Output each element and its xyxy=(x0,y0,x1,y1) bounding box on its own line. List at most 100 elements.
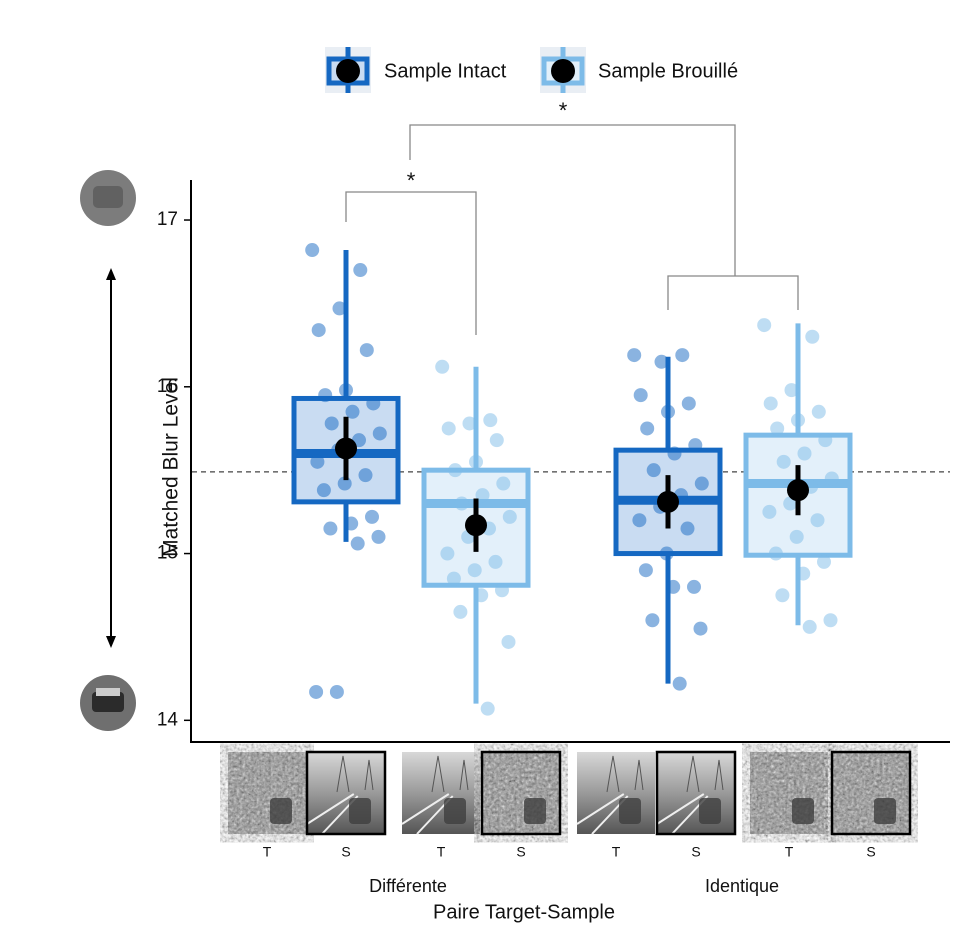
data-point xyxy=(687,579,701,594)
mean-point xyxy=(465,514,487,537)
data-point xyxy=(350,536,365,551)
thumbnail-car xyxy=(444,798,466,824)
data-point xyxy=(768,546,783,561)
data-point xyxy=(344,516,359,531)
data-point xyxy=(310,454,325,469)
data-point xyxy=(440,546,455,561)
thumbnail xyxy=(307,752,385,834)
data-point xyxy=(680,521,695,536)
data-point xyxy=(775,588,790,603)
data-point xyxy=(654,354,669,369)
thumbnail xyxy=(657,752,735,834)
data-point xyxy=(502,509,517,524)
data-point xyxy=(441,421,456,436)
thumbnail-pylon xyxy=(686,755,724,793)
data-point xyxy=(681,396,696,411)
data-point xyxy=(817,554,831,569)
x-tick-label: T xyxy=(785,844,794,860)
thumbnail xyxy=(577,752,655,834)
data-point xyxy=(824,471,839,486)
legend-swatch xyxy=(551,59,575,83)
data-point xyxy=(659,546,674,561)
data-point xyxy=(453,604,468,619)
y-tick-label: 14 xyxy=(157,709,179,730)
data-point xyxy=(365,509,379,524)
thumbnail-car xyxy=(524,798,546,824)
thumbnail-car xyxy=(270,798,292,824)
data-point xyxy=(305,243,320,258)
x-tick-label: S xyxy=(866,844,875,860)
data-point xyxy=(810,513,825,528)
data-point xyxy=(633,388,648,403)
x-tick-label: T xyxy=(612,844,621,860)
data-point xyxy=(688,438,703,453)
thumbnail-car xyxy=(619,798,641,824)
data-point xyxy=(359,343,374,358)
mean-point xyxy=(657,490,679,513)
blur-scale-icons xyxy=(80,170,136,731)
data-point xyxy=(462,416,477,431)
data-point xyxy=(770,421,785,436)
data-point xyxy=(784,383,799,398)
group-label: Différente xyxy=(369,876,447,896)
thumbnail-noise xyxy=(482,752,560,834)
data-point xyxy=(757,318,772,333)
thumbnail-frame xyxy=(830,750,912,836)
data-point xyxy=(353,263,368,278)
thumbnail-pylon xyxy=(431,755,469,793)
thumbnail-frame xyxy=(305,750,387,836)
data-point xyxy=(763,396,778,411)
plot-area xyxy=(192,243,950,716)
data-point xyxy=(316,483,331,498)
legend-label: Sample Brouillé xyxy=(598,60,738,82)
x-tick-label: S xyxy=(691,844,700,860)
data-point xyxy=(805,329,820,344)
data-point xyxy=(345,404,360,419)
data-point xyxy=(791,413,805,428)
data-point xyxy=(632,513,647,528)
data-point xyxy=(818,433,833,448)
data-point xyxy=(448,463,463,478)
thumbnail-noise xyxy=(228,752,306,834)
data-point xyxy=(646,463,661,478)
thumbnail-noise xyxy=(750,752,828,834)
data-point xyxy=(667,446,682,461)
data-point xyxy=(339,383,353,398)
y-tick-label: 17 xyxy=(157,209,178,230)
data-point xyxy=(309,684,324,699)
data-point xyxy=(318,388,333,403)
thumbnail-noise xyxy=(832,752,910,834)
thumbnail-pylon xyxy=(606,755,644,793)
data-point xyxy=(324,416,339,431)
thumbnail-car xyxy=(874,798,896,824)
data-point xyxy=(329,684,344,699)
x-tick-label: T xyxy=(437,844,446,860)
data-point xyxy=(469,454,483,469)
data-point xyxy=(776,454,791,469)
data-point xyxy=(693,621,708,636)
y-axis-label: Matched Blur Level xyxy=(160,377,183,557)
y-tick-label: 15 xyxy=(157,543,178,564)
data-point xyxy=(672,676,687,691)
thumbnail-frame xyxy=(480,750,562,836)
data-point xyxy=(366,396,381,411)
legend-label: Sample Intact xyxy=(384,60,507,82)
data-point xyxy=(823,613,838,628)
x-tick-label: S xyxy=(341,844,350,860)
data-point xyxy=(627,348,642,363)
thumbnail-pylon xyxy=(336,755,374,793)
legend: Sample Intact Sample Brouillé xyxy=(325,47,738,93)
data-point xyxy=(358,468,373,483)
data-point xyxy=(483,413,498,428)
data-point xyxy=(475,488,490,503)
data-point xyxy=(454,496,469,511)
data-point xyxy=(796,566,811,581)
data-point xyxy=(489,433,504,448)
thumbnail-frame xyxy=(655,750,737,836)
legend-swatch xyxy=(336,59,360,83)
data-point xyxy=(638,563,653,578)
data-point xyxy=(371,529,386,544)
data-point xyxy=(435,359,450,374)
thumbnail-car xyxy=(349,798,371,824)
